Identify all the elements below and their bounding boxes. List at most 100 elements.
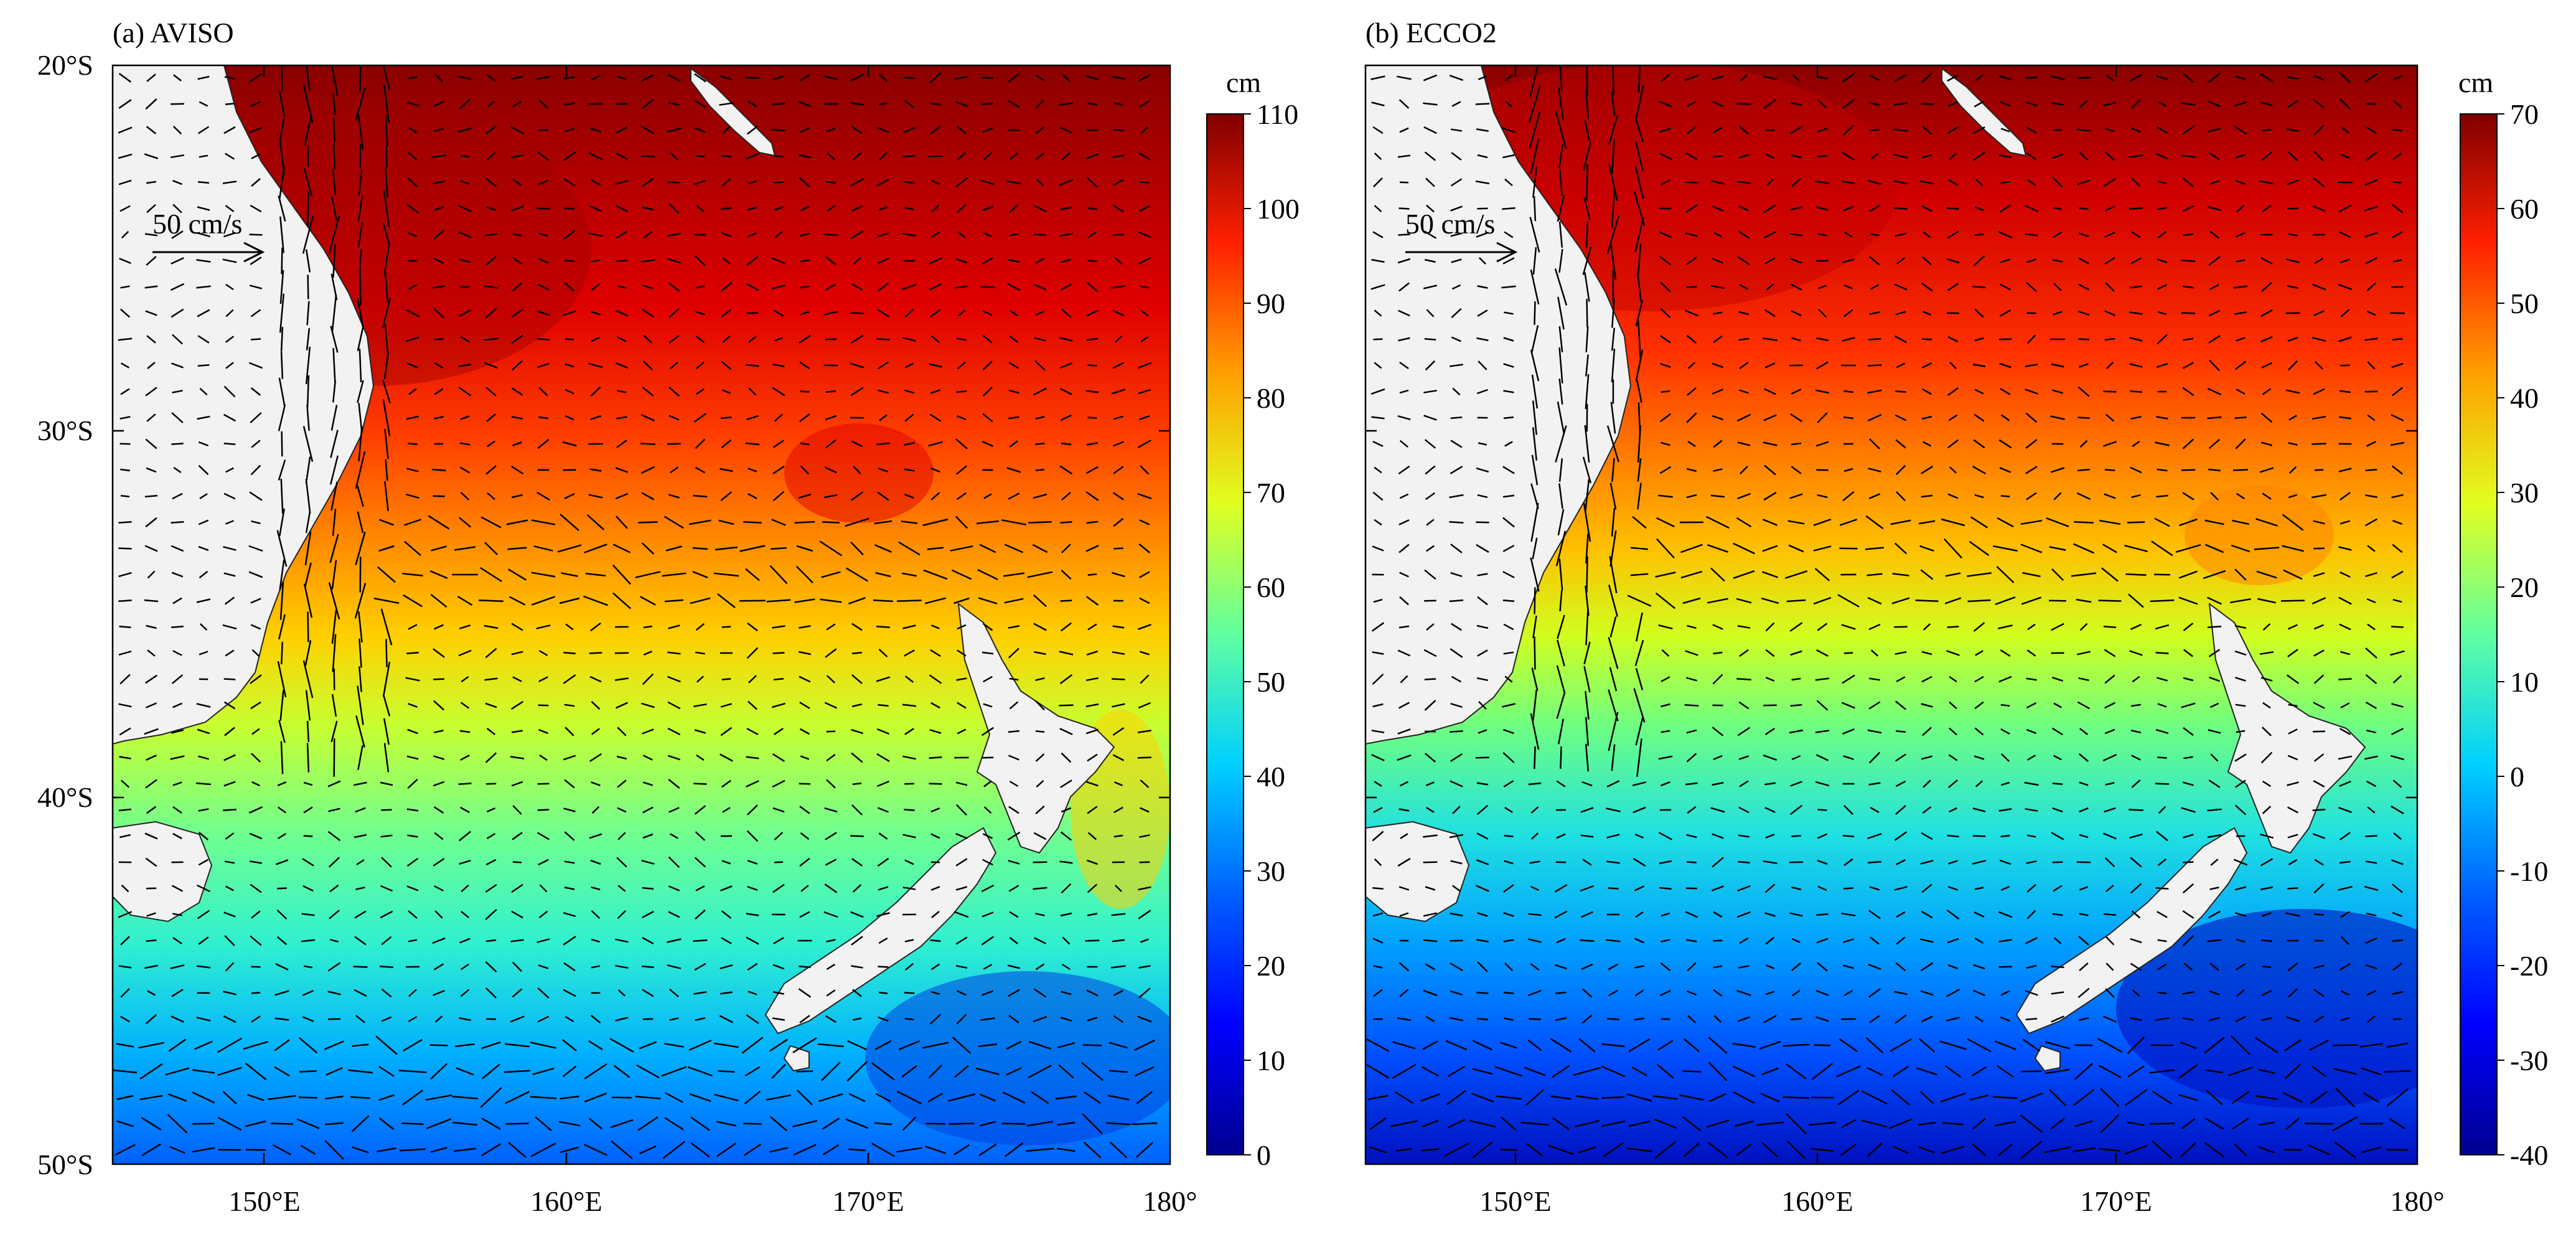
velocity-vector [796, 565, 813, 584]
velocity-vector [748, 675, 757, 684]
map-area [113, 65, 1170, 1164]
velocity-vector [1085, 728, 1099, 735]
velocity-vector [1996, 566, 2015, 583]
velocity-vector [1975, 650, 1984, 656]
velocity-vector [616, 153, 628, 160]
velocity-vector [798, 100, 812, 108]
velocity-vector [459, 466, 471, 474]
velocity-vector [563, 807, 576, 812]
velocity-vector [1026, 1147, 1054, 1152]
velocity-vector [1974, 100, 1985, 108]
velocity-vector [2313, 1015, 2325, 1023]
velocity-vector [2208, 309, 2221, 317]
velocity-vector [719, 753, 733, 762]
velocity-vector [381, 988, 392, 998]
velocity-vector [693, 703, 707, 708]
velocity-vector [2234, 311, 2247, 315]
colorbar-tick-label: 60 [1257, 571, 1285, 603]
velocity-vector [2232, 469, 2249, 471]
velocity-vector [822, 1144, 840, 1155]
velocity-vector [1686, 286, 1697, 288]
velocity-vector [1583, 641, 1591, 665]
velocity-vector [434, 730, 444, 733]
velocity-vector [825, 832, 837, 840]
velocity-vector [2338, 807, 2352, 813]
velocity-vector [434, 388, 444, 395]
velocity-vector [956, 1014, 967, 1025]
velocity-vector [1896, 676, 1906, 682]
velocity-vector [850, 178, 864, 187]
velocity-vector [561, 572, 578, 577]
velocity-vector [2182, 177, 2194, 187]
velocity-vector [1791, 337, 1801, 342]
velocity-vector [766, 1094, 792, 1101]
latitude-ticks [1365, 430, 2417, 799]
velocity-vector [120, 1015, 130, 1023]
velocity-vector [2312, 205, 2326, 212]
velocity-vector [1967, 572, 1992, 577]
velocity-vector [1009, 937, 1019, 944]
velocity-vector [1450, 205, 1463, 212]
velocity-vector [896, 1090, 922, 1105]
velocity-vector [1420, 1093, 1440, 1102]
velocity-vector [434, 885, 444, 891]
velocity-vector [2367, 414, 2376, 421]
velocity-vector [404, 540, 421, 557]
velocity-vector [250, 464, 261, 476]
velocity-vector [1949, 727, 1957, 736]
velocity-vector [904, 1017, 914, 1021]
velocity-vector [2313, 572, 2325, 577]
velocity-vector [1787, 520, 1805, 525]
velocity-vector [1973, 964, 1985, 970]
velocity-vector [2311, 336, 2326, 342]
velocity-vector [2000, 885, 2010, 891]
warm-eddy [784, 423, 934, 523]
velocity-vector [721, 416, 732, 420]
velocity-vector [1009, 309, 1018, 317]
velocity-vector [1815, 677, 1830, 681]
velocity-vector [1113, 806, 1123, 814]
velocity-vector [460, 989, 470, 997]
velocity-vector [1791, 466, 1802, 474]
velocity-vector [1862, 1119, 1888, 1128]
velocity-vector [792, 1119, 817, 1128]
velocity-vector [332, 169, 337, 195]
velocity-vector [667, 675, 681, 683]
velocity-vector [851, 674, 863, 684]
velocity-vector [1002, 1091, 1026, 1104]
velocity-vector [799, 177, 811, 188]
velocity-vector [983, 806, 992, 814]
velocity-vector [1371, 754, 1385, 761]
velocity-vector [1113, 834, 1123, 838]
velocity-vector [1921, 282, 1933, 292]
velocity-vector [2000, 388, 2011, 395]
velocity-vector [878, 937, 888, 944]
velocity-vector [146, 204, 156, 214]
velocity-vector [1992, 1096, 2018, 1099]
velocity-vector [192, 1069, 215, 1074]
velocity-vector [1557, 509, 1565, 536]
velocity-vector [2365, 835, 2377, 837]
velocity-vector [460, 336, 470, 343]
velocity-vector [2024, 781, 2039, 786]
velocity-vector [719, 102, 734, 106]
velocity-vector [2151, 540, 2173, 557]
velocity-vector [878, 1016, 889, 1022]
velocity-vector [1713, 311, 1723, 315]
velocity-vector [1786, 1063, 1807, 1080]
velocity-vector [119, 625, 131, 629]
velocity-vector [251, 387, 261, 396]
velocity-vector [928, 441, 943, 447]
velocity-vector [512, 257, 522, 265]
velocity-vector [510, 205, 524, 212]
velocity-vector [1450, 860, 1463, 865]
velocity-vector [198, 755, 209, 760]
velocity-vector [381, 1016, 392, 1022]
velocity-vector [800, 442, 810, 446]
velocity-vector [358, 611, 363, 642]
velocity-vector [383, 743, 390, 773]
velocity-vector [850, 541, 864, 556]
velocity-vector [877, 780, 889, 788]
velocity-vector [635, 1064, 660, 1079]
velocity-vector [119, 834, 131, 839]
